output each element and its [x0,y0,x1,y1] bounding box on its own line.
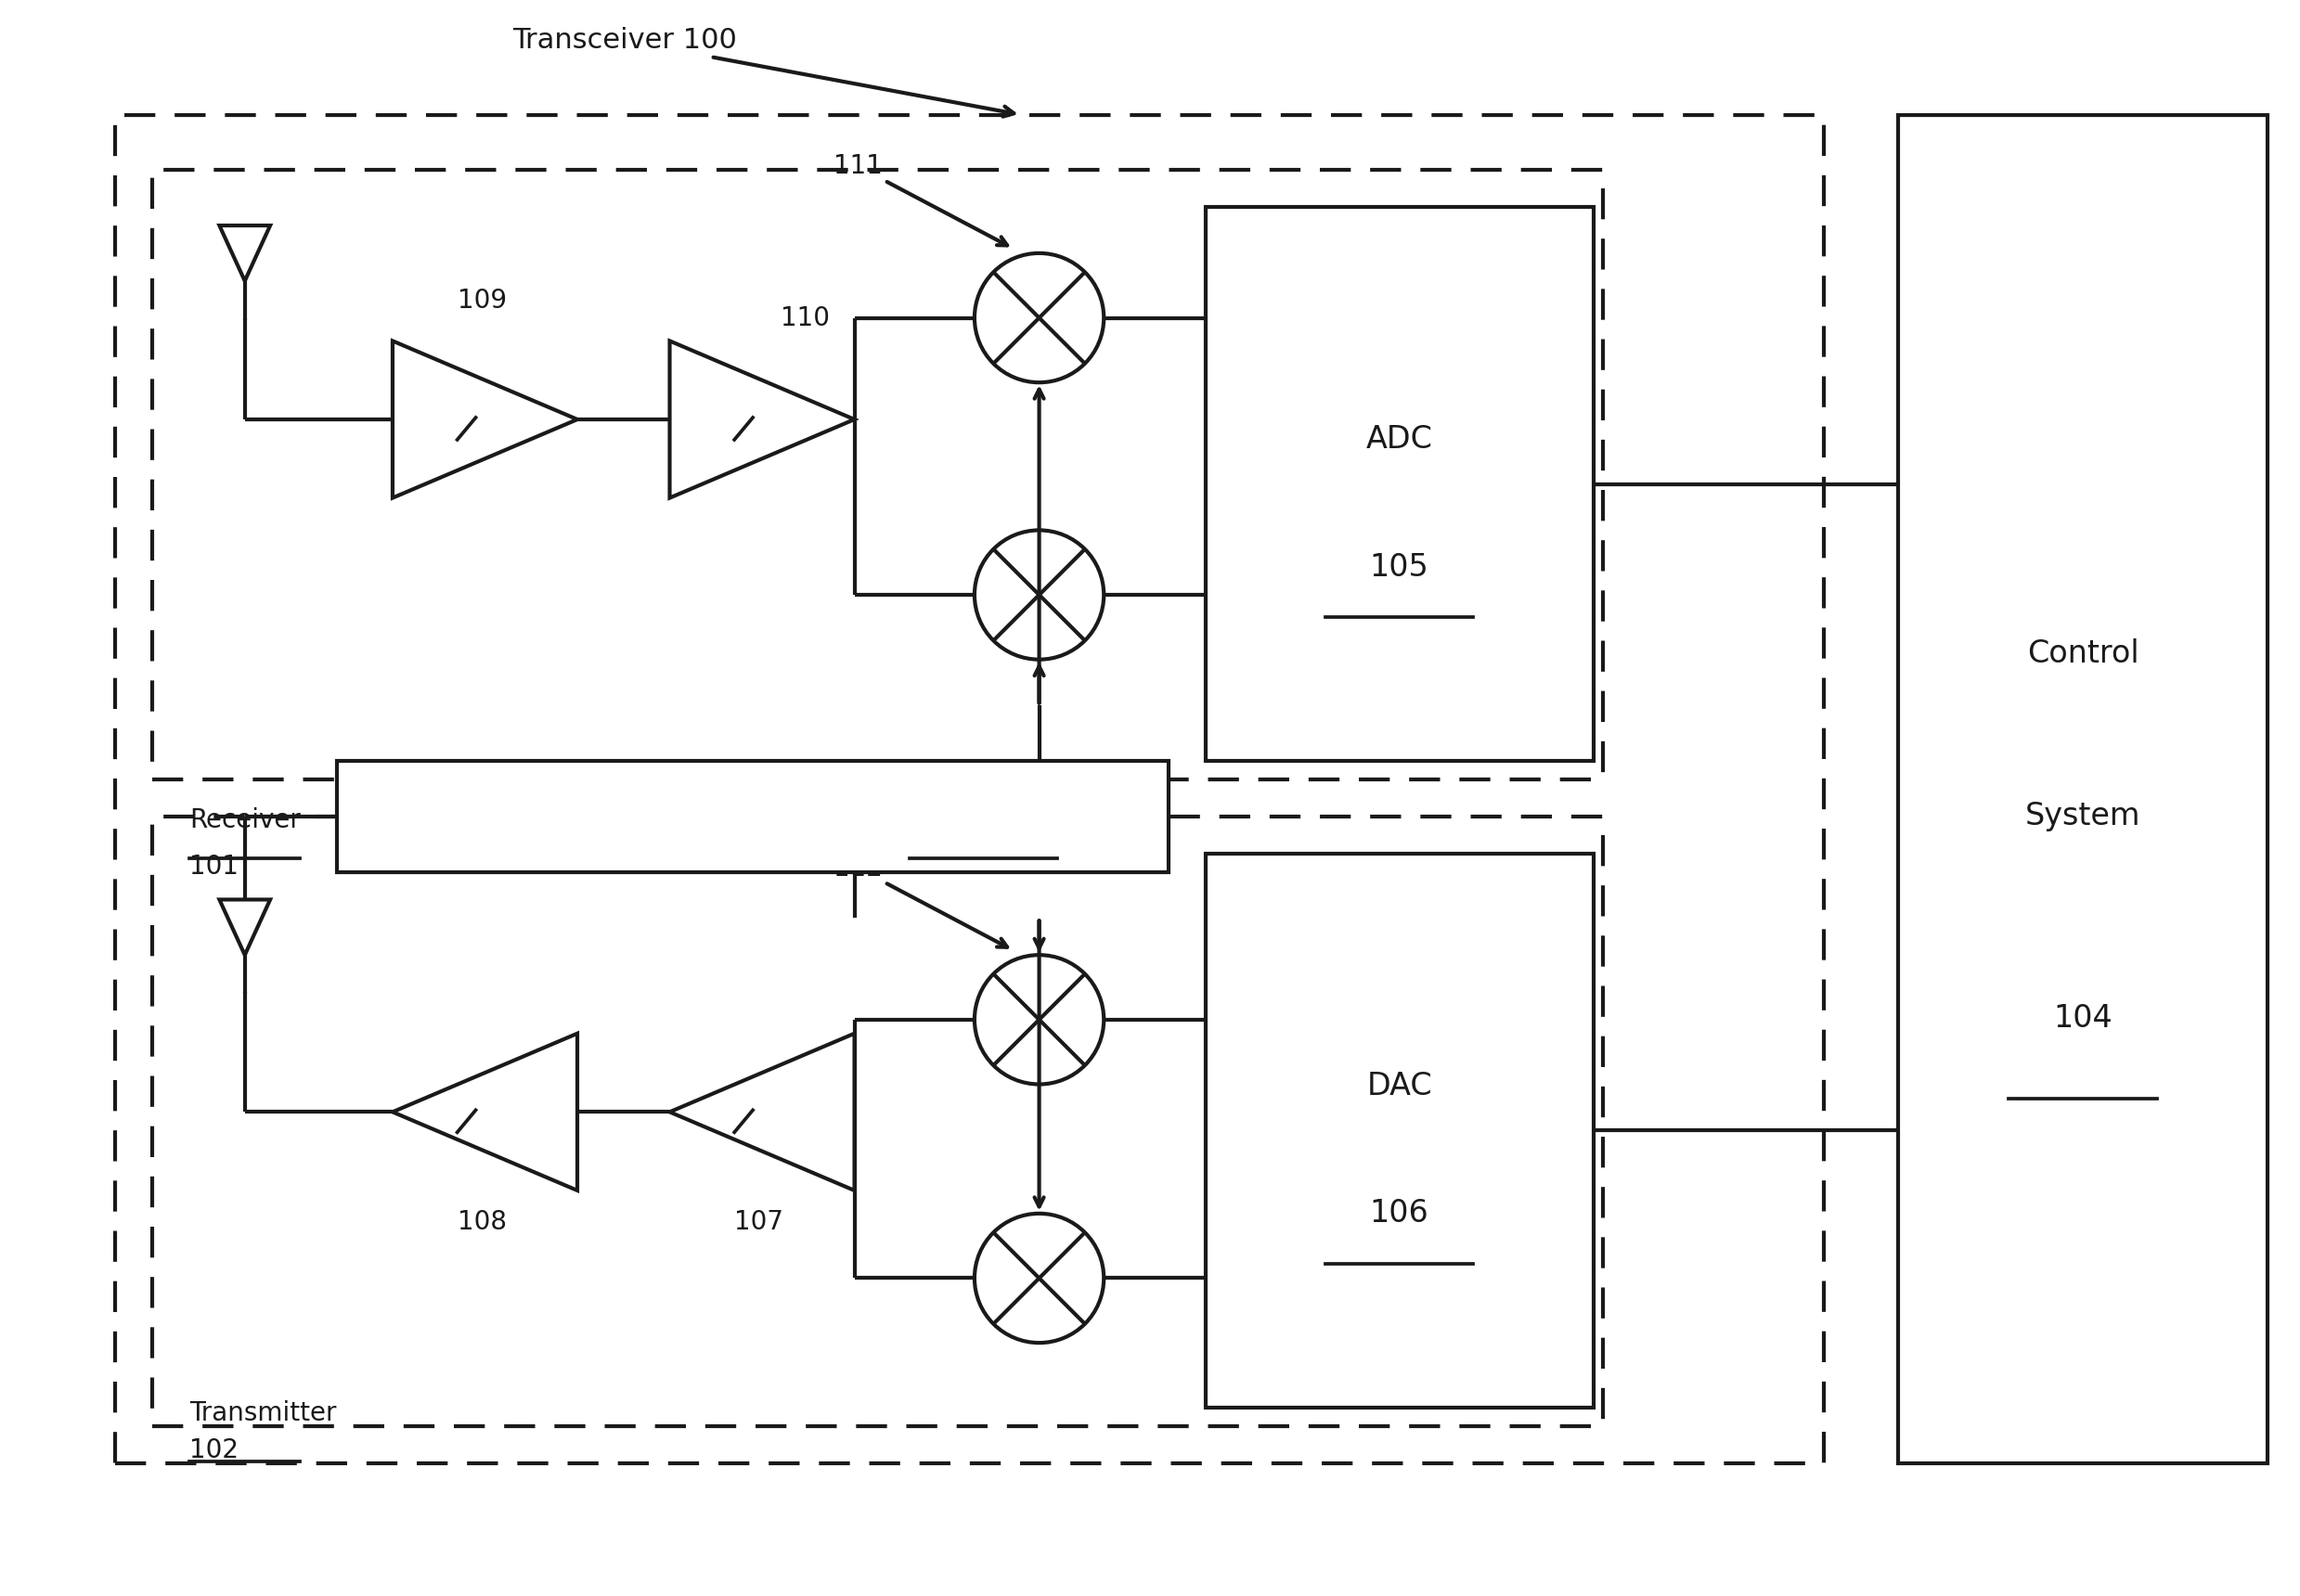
Text: 106: 106 [1371,1199,1428,1229]
Text: Transmitter: Transmitter [189,1400,336,1425]
Text: ADC: ADC [1366,425,1433,455]
Text: Transceiver 100: Transceiver 100 [513,27,1014,117]
Bar [1898,115,2268,1464]
Polygon shape [393,342,577,498]
Text: Receiver: Receiver [189,808,301,833]
Polygon shape [669,342,853,498]
Text: 107: 107 [734,1208,784,1235]
Bar [1205,854,1594,1408]
Text: 110: 110 [780,306,830,332]
Polygon shape [669,1034,853,1191]
Text: 108: 108 [458,1208,506,1235]
Text: Control: Control [2026,638,2139,669]
Text: System: System [2024,801,2141,832]
Bar [115,115,1824,1464]
Text: 101: 101 [189,854,239,879]
Bar [152,817,1603,1425]
Text: DAC: DAC [1366,1071,1433,1101]
Text: 104: 104 [2054,1002,2111,1033]
Text: 112: 112 [833,855,1007,946]
Polygon shape [393,1034,577,1191]
Text: 105: 105 [1371,552,1428,583]
Text: Loop Segment  103: Loop Segment 103 [628,803,879,830]
Text: 111: 111 [833,153,1007,246]
Text: 102: 102 [189,1436,239,1464]
Bar [1205,207,1594,761]
Bar [152,171,1603,779]
Polygon shape [218,225,269,281]
Polygon shape [218,900,269,954]
Bar [338,761,1168,871]
Text: 109: 109 [458,287,506,313]
